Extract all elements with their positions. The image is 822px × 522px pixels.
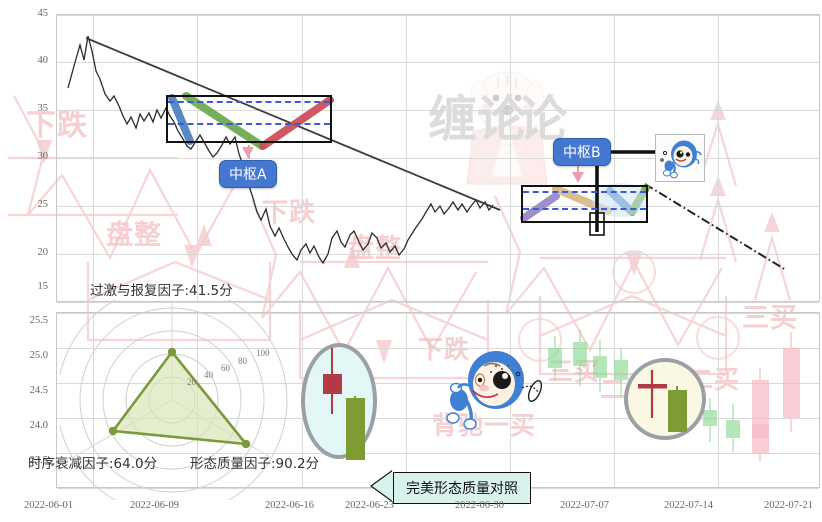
factor-decay-label: 时序衰减因子:64.0分 [28, 456, 158, 472]
gridline [57, 206, 819, 207]
x-axis-tick: 2022-06-09 [130, 500, 179, 511]
y-axis-tick-bottom: 23.5 [29, 455, 48, 466]
y-axis-tick-top: 35 [37, 103, 49, 114]
callout-arrow-icon [372, 470, 394, 502]
zhongshu-b-box [521, 185, 648, 223]
blue-hood-character-sticker [655, 134, 705, 182]
y-axis-tick-top: 15 [37, 281, 49, 292]
zhongshu-a-tag[interactable]: 中枢A [219, 160, 277, 188]
zhongshu-b-tag[interactable]: 中枢B [553, 138, 611, 166]
gridline [614, 15, 615, 301]
gridline [57, 254, 819, 255]
gridline [57, 313, 819, 314]
radar-point-excess [167, 347, 177, 357]
gridline [718, 15, 719, 301]
zhongshu-b-arrow-stem [577, 160, 579, 178]
y-axis-tick-bottom: 24.5 [29, 385, 48, 396]
gridline [406, 313, 407, 487]
y-axis-tick-bottom: 24.0 [29, 420, 48, 431]
zhongshu-a-upper-dash [168, 101, 330, 103]
y-axis-tick-top: 25 [37, 199, 49, 210]
gridline [57, 418, 819, 419]
zhongshu-b-upper-dash [523, 191, 646, 193]
gridline [93, 313, 94, 487]
y-axis-tick-top: 40 [37, 55, 49, 66]
x-axis-tick: 2022-06-01 [24, 500, 73, 511]
gridline [57, 453, 819, 454]
y-axis-tick-bottom: 25.5 [29, 315, 48, 326]
zhongshu-a-arrow-icon [242, 147, 254, 158]
gridline [718, 313, 719, 487]
radar-tick-40: 40 [204, 370, 213, 380]
gridline [197, 15, 198, 301]
y-axis-tick-top: 20 [37, 247, 49, 258]
gridline [406, 15, 407, 301]
perfect-pattern-callout[interactable]: 完美形态质量对照 [393, 472, 531, 504]
zhongshu-a-lower-dash [168, 123, 330, 125]
factor-quality-label: 形态质量因子:90.2分 [190, 456, 320, 472]
zhongshu-b-arrow-icon [572, 172, 584, 183]
y-axis-tick-top: 30 [37, 151, 49, 162]
radar-tick-80: 80 [238, 356, 247, 366]
price-chart-panel [56, 14, 820, 303]
radar-tick-100: 100 [256, 348, 270, 358]
zhongshu-a-box [166, 95, 332, 143]
gridline [57, 15, 819, 16]
radar-area [111, 350, 248, 446]
gridline [302, 15, 303, 301]
radar-tick-60: 60 [221, 363, 230, 373]
x-axis-tick: 2022-07-07 [560, 500, 609, 511]
factor-excess-label: 过激与报复因子:41.5分 [90, 283, 233, 299]
x-axis-tick: 2022-07-14 [664, 500, 713, 511]
gridline [57, 383, 819, 384]
x-axis-tick: 2022-06-16 [265, 500, 314, 511]
highlight-circle-right [624, 358, 706, 440]
zhongshu-b-lower-dash [523, 208, 646, 210]
gridline [57, 302, 819, 303]
gridline [57, 62, 819, 63]
gridline [614, 313, 615, 487]
radar-point-quality [241, 439, 251, 449]
blue-hood-mascot [432, 342, 544, 440]
x-axis-tick: 2022-07-21 [764, 500, 813, 511]
radar-point-decay [108, 426, 118, 436]
y-axis-tick-top: 45 [37, 8, 49, 19]
highlight-ellipse-left [301, 343, 377, 459]
x-axis-tick: 2022-06-30 [455, 500, 504, 511]
radar-tick-20: 20 [187, 377, 196, 387]
gridline [93, 15, 94, 301]
gridline [510, 15, 511, 301]
x-axis-tick: 2022-06-23 [345, 500, 394, 511]
quality-factor-radar-chart [60, 300, 288, 500]
y-axis-tick-bottom: 25.0 [29, 350, 48, 361]
gridline [57, 348, 819, 349]
